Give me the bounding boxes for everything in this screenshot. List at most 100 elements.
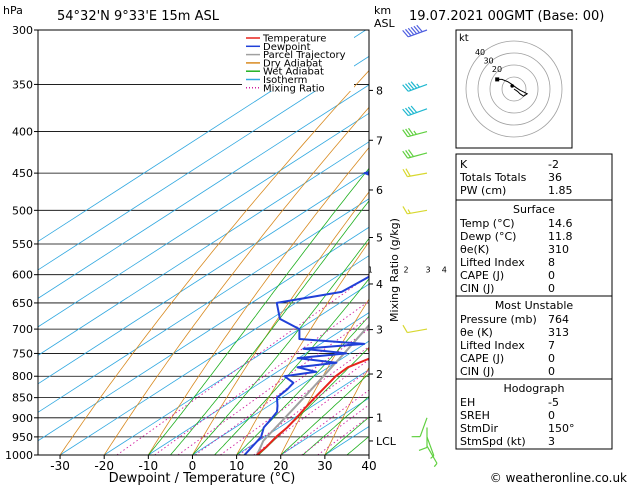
index-label: K	[460, 158, 468, 171]
height-tick-label: 4	[376, 278, 383, 291]
indices-panel: K -2 Totals Totals 36 PW (cm) 1.85 SurfaceTemp…	[455, 153, 613, 450]
wet-adiabat-line	[170, 200, 369, 455]
isotherm-line	[38, 30, 366, 242]
pressure-tick-label: 700	[12, 323, 33, 336]
pressure-tick-label: 300	[12, 24, 33, 37]
index-value: 7	[548, 339, 555, 352]
mixing-ratio-line	[301, 404, 369, 455]
temperature-tick-label: -10	[139, 459, 159, 473]
height-tick-label: 2	[376, 368, 383, 381]
x-axis-title: Dewpoint / Temperature (°C)	[109, 471, 296, 486]
legend-label: Wet Adiabat	[263, 67, 324, 78]
pressure-tick-label: 750	[12, 347, 33, 360]
isotherm-line	[59, 255, 369, 455]
legend-label: Isotherm	[263, 75, 307, 86]
pressure-tick-label: 500	[12, 204, 33, 217]
pressure-tick-label: 850	[12, 392, 33, 405]
pressure-unit-label: hPa	[3, 4, 23, 17]
index-label: StmDir	[460, 422, 499, 435]
pressure-tick-label: 600	[12, 269, 33, 282]
isotherm-line	[103, 283, 369, 455]
legend-label: Parcel Trajectory	[263, 50, 346, 61]
index-label: Temp (°C)	[459, 217, 515, 230]
index-value: 150°	[548, 422, 575, 435]
mixing-ratio-line	[154, 300, 369, 455]
legend-label: Mixing Ratio	[263, 83, 325, 94]
wind-barb	[426, 445, 438, 468]
dry-adiabat-line	[324, 366, 369, 455]
mixing-ratio-label: 1	[368, 266, 373, 275]
mixing-ratio-line	[220, 346, 369, 455]
hodograph-indices-box	[455, 378, 613, 450]
index-value: 0	[548, 365, 555, 378]
index-value: 310	[548, 243, 569, 256]
dry-adiabat-line	[103, 106, 369, 455]
wet-adiabat-line	[280, 373, 369, 455]
index-label: CAPE (J)	[460, 269, 504, 282]
index-value: 0	[548, 282, 555, 295]
wind-barb	[402, 324, 428, 334]
temperature-tick-label: 20	[273, 459, 288, 473]
pressure-tick-label: 400	[12, 126, 33, 139]
wet-adiabat-line	[302, 395, 369, 455]
wind-barb	[402, 168, 428, 178]
pressure-tick-label: 800	[12, 370, 33, 383]
index-label: EH	[460, 396, 475, 409]
index-label: Lifted Index	[460, 339, 525, 352]
isotherm-line	[38, 112, 369, 328]
hodograph-ring-label: 20	[492, 65, 502, 74]
temperature-tick-label: 10	[229, 459, 244, 473]
section-title: Most Unstable	[495, 299, 574, 312]
section-title: Surface	[513, 203, 555, 216]
index-label: SREH	[460, 409, 490, 422]
index-label: Lifted Index	[460, 256, 525, 269]
most-unstable-indices-box	[455, 295, 613, 380]
index-value: -2	[548, 158, 559, 171]
isotherm-line	[148, 312, 369, 455]
index-value: 3	[548, 435, 555, 448]
plot-frame	[37, 29, 370, 456]
index-value: 8	[548, 256, 555, 269]
height-tick-label: 1	[376, 411, 383, 424]
isotherm-line	[38, 141, 369, 356]
temperature-tick-label: -30	[50, 459, 70, 473]
legend-label: Dry Adiabat	[263, 58, 322, 69]
isotherm-line	[192, 340, 369, 455]
temperature-tick-label: 40	[361, 459, 376, 473]
isotherm-line	[38, 55, 369, 271]
mixing-ratio-line	[317, 416, 369, 455]
dewpoint-line	[243, 171, 369, 455]
index-value: 1.85	[548, 184, 573, 197]
dry-adiabat-line	[147, 146, 369, 455]
dry-adiabat-line	[192, 191, 369, 455]
index-value: 313	[548, 326, 569, 339]
index-label: Dewp (°C)	[460, 230, 516, 243]
pressure-axis: 300 350 400 450 500 550 600 650 700 750 800 850 900 9…	[5, 24, 38, 462]
wet-adiabat-line	[236, 315, 369, 455]
pressure-tick-label: 950	[12, 431, 33, 444]
index-label: Totals Totals	[459, 171, 527, 184]
isotherm-line	[38, 198, 369, 413]
skewt-plot: 12346810152025 3003504004505005506006507…	[5, 24, 565, 473]
hodograph-ring	[489, 64, 539, 114]
surface-indices-box	[455, 199, 613, 297]
wind-barb	[402, 105, 428, 117]
isotherm-line	[38, 84, 369, 299]
temperature-axis: -30 -20 -10 0 10 20 30 40	[50, 455, 377, 473]
valid-time: 19.07.2021 00GMT (Base: 00)	[409, 9, 604, 24]
wet-adiabat-line	[192, 237, 369, 455]
hodograph-ring	[501, 76, 527, 102]
wind-barb	[418, 427, 428, 452]
pressure-tick-label: 1000	[5, 449, 33, 462]
wind-barb	[411, 417, 428, 438]
pressure-tick-label: 450	[12, 167, 33, 180]
height-unit-asl: ASL	[374, 17, 396, 30]
mixing-ratio-axis-title: Mixing Ratio (g/kg)	[388, 218, 401, 322]
index-label: PW (cm)	[460, 184, 506, 197]
index-label: CIN (J)	[460, 365, 494, 378]
height-tick-label: 7	[376, 134, 383, 147]
hodograph-ring	[465, 40, 563, 138]
index-value: 0	[548, 352, 555, 365]
